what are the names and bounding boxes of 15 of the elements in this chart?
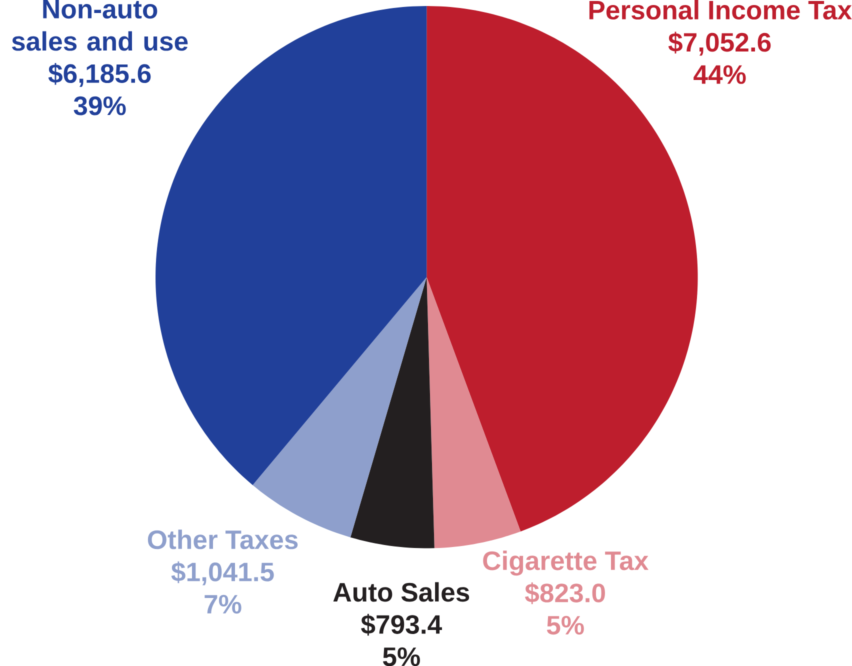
text: 5% — [546, 616, 584, 635]
slice-label: Personal Income Tax — [589, 0, 852, 20]
text: 44% — [694, 65, 746, 84]
data-label: $823.0 — [525, 582, 605, 604]
text: 7% — [204, 594, 242, 614]
text: 39% — [74, 96, 126, 116]
slice-label: Cigarette Tax — [483, 550, 649, 576]
slice-label: Non-auto sales and use — [12, 0, 188, 51]
slice-label: Auto Sales — [333, 582, 470, 602]
data-label: $793.4 — [361, 614, 442, 636]
data-label: $6,185.6 — [48, 62, 151, 87]
slice-label: Other Taxes — [148, 530, 298, 550]
text: 5% — [383, 647, 420, 666]
data-label: $1,041.5 — [171, 561, 274, 586]
data-label: $7,052.6 — [668, 32, 771, 56]
